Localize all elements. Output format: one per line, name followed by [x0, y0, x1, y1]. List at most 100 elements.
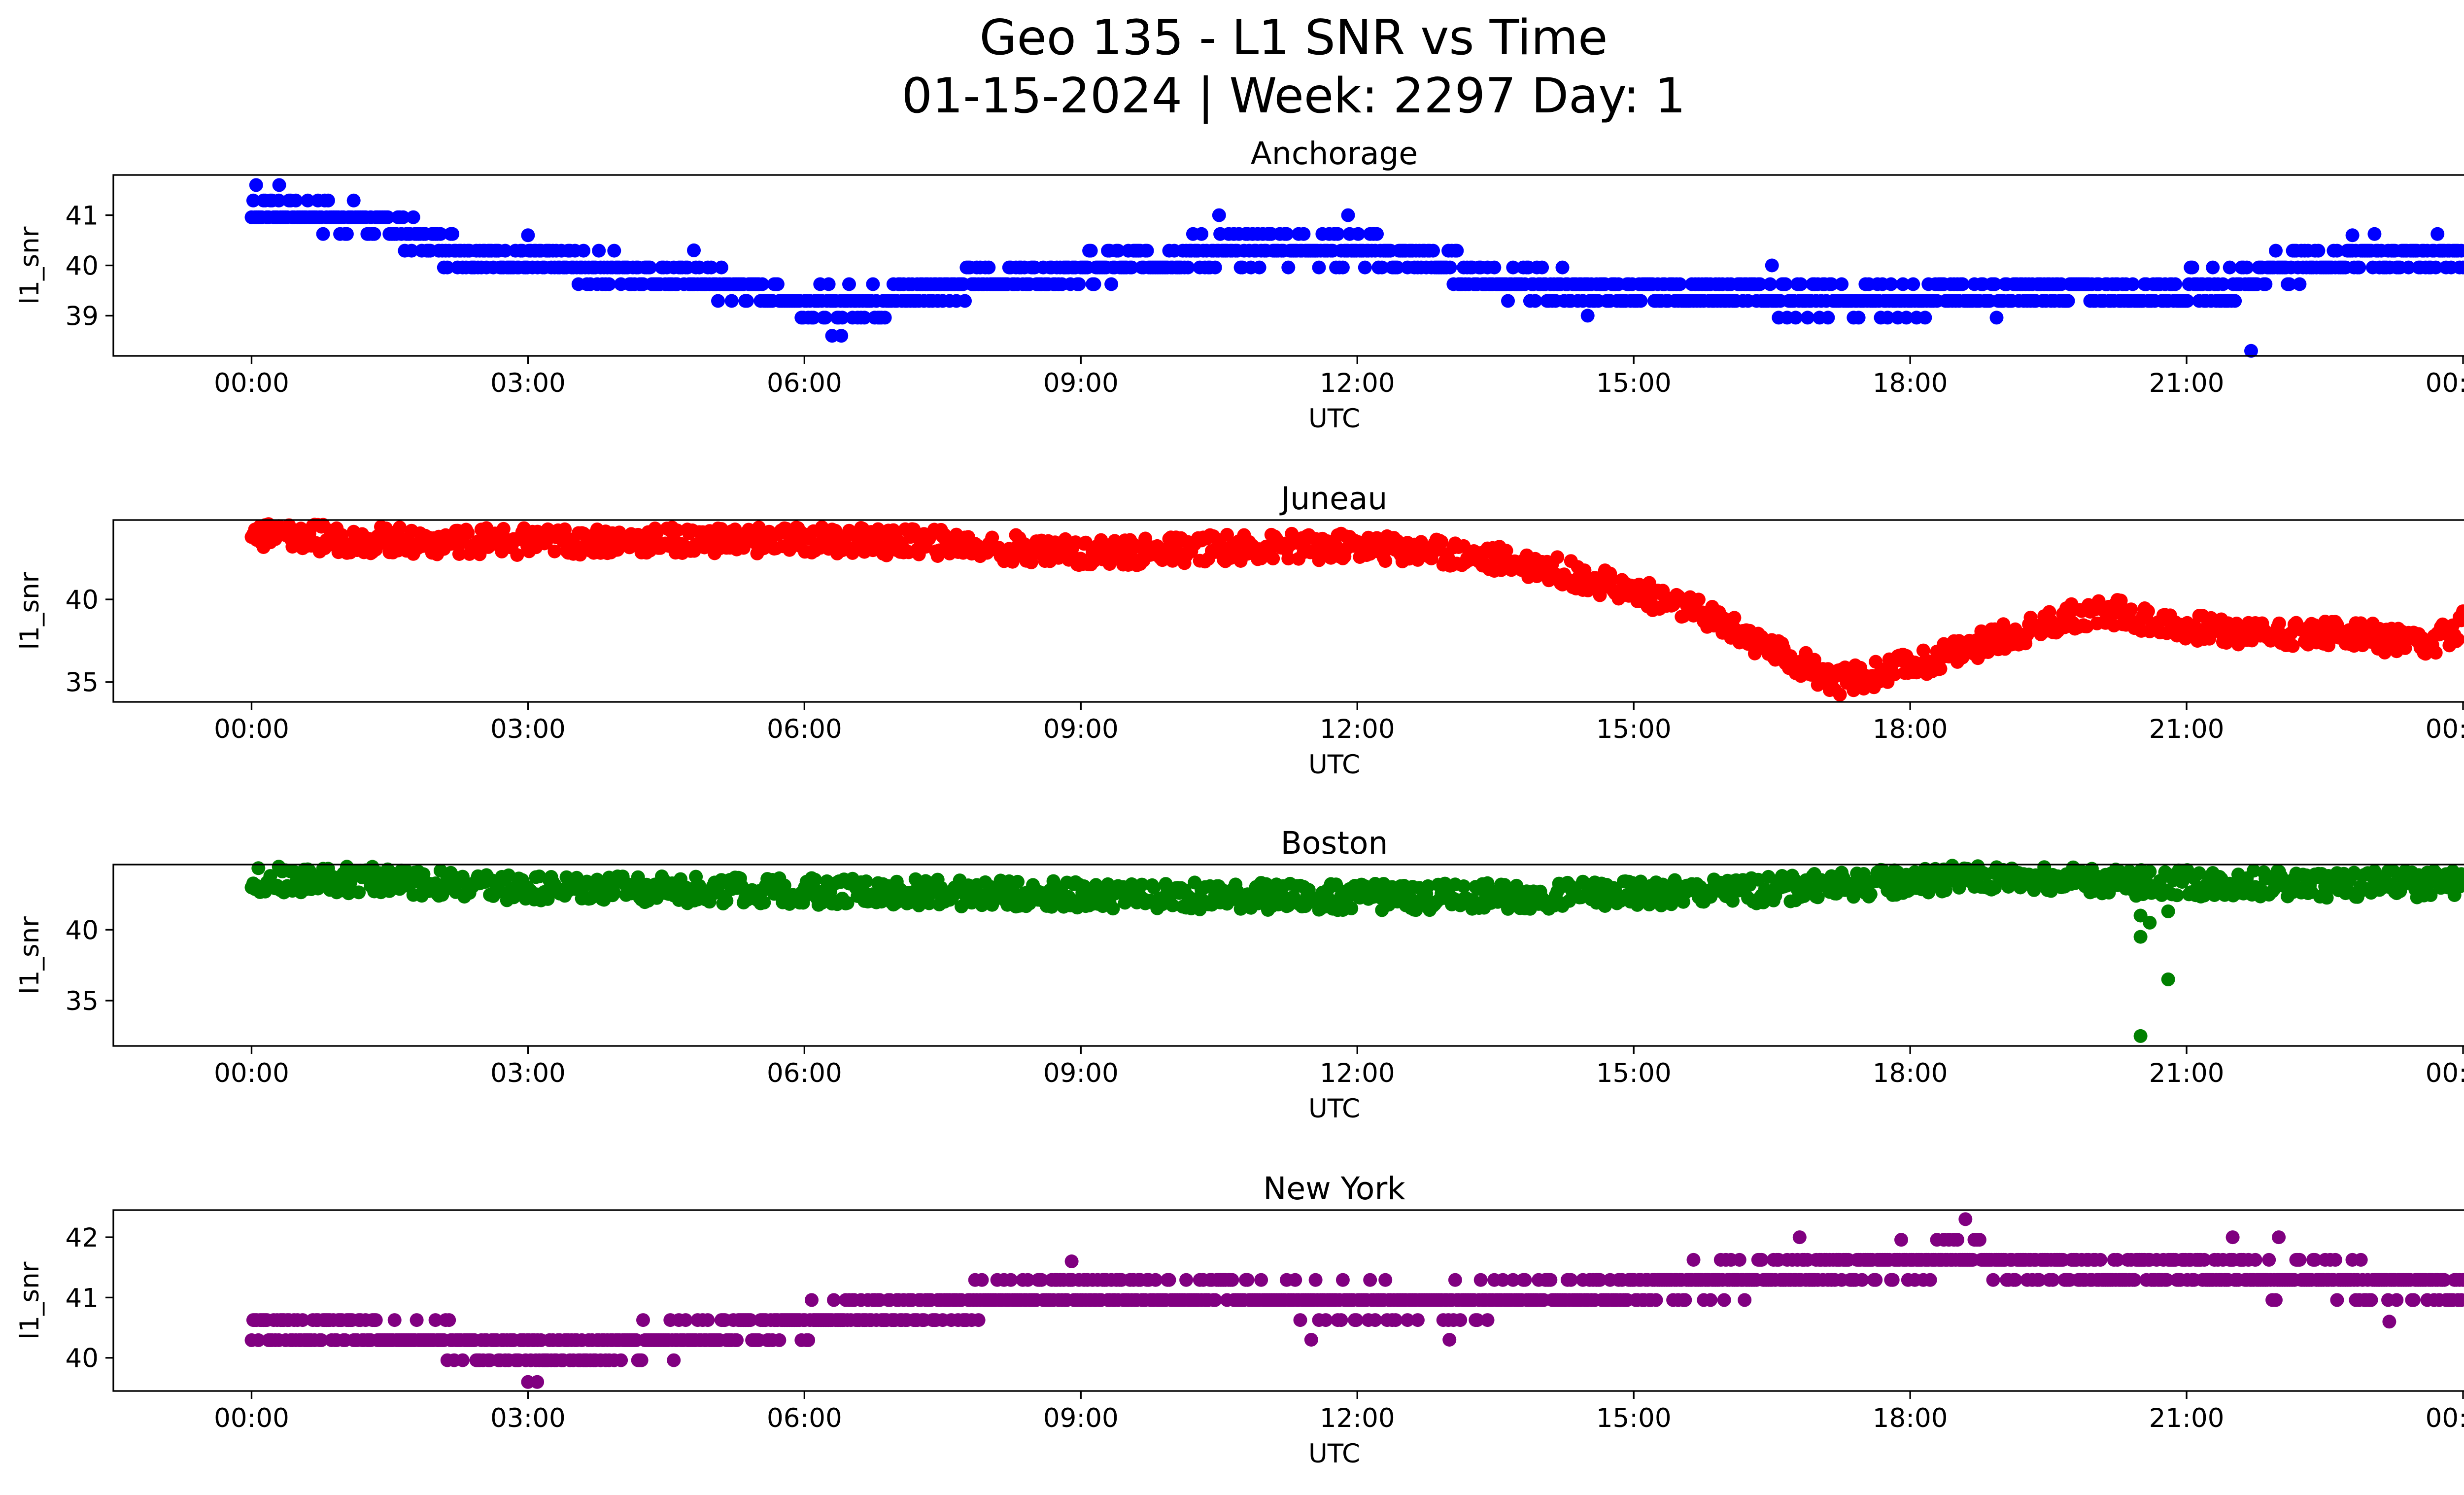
y-axis-label: l1_snr [15, 916, 45, 994]
data-point [2293, 277, 2307, 291]
data-point [1266, 552, 1280, 566]
data-point [1794, 277, 1808, 291]
data-point [1363, 1273, 1377, 1287]
x-tick-label: 21:00 [2149, 368, 2224, 398]
data-point [818, 311, 832, 325]
data-point [2401, 260, 2416, 275]
x-tick-label: 09:00 [1043, 714, 1119, 744]
data-point [1528, 294, 1542, 308]
data-point [272, 193, 286, 208]
data-point [2185, 260, 2199, 275]
data-point [1788, 311, 1803, 325]
data-point [1738, 1293, 1752, 1307]
data-point [2330, 243, 2344, 258]
x-tick-label: 06:00 [767, 1058, 842, 1088]
data-point [2352, 260, 2366, 275]
subplot-title: Boston [1281, 825, 1388, 861]
data-point [387, 1313, 402, 1327]
data-point [975, 1273, 989, 1287]
data-point [2143, 865, 2157, 879]
data-point [2269, 243, 2283, 258]
data-point [1518, 1273, 1532, 1287]
data-point [335, 528, 349, 542]
data-point [1390, 260, 1404, 275]
data-point [1104, 277, 1119, 291]
data-point-outlier [1212, 208, 1226, 222]
data-point [1358, 260, 1372, 275]
data-point-outlier [2133, 1029, 2148, 1043]
data-point [2311, 243, 2326, 258]
data-points [244, 517, 2464, 702]
x-tick-label: 00:00 [214, 368, 289, 398]
data-point [1079, 535, 1093, 550]
data-point [1555, 260, 1570, 275]
x-tick-label: 03:00 [490, 1058, 566, 1088]
x-tick-label: 21:00 [2149, 1058, 2224, 1088]
data-point [711, 294, 725, 308]
data-point [1732, 1252, 1746, 1267]
data-point [1453, 1313, 1468, 1327]
data-point [1281, 260, 1296, 275]
y-tick-label: 40 [66, 251, 99, 281]
subplot-title: Juneau [1279, 481, 1388, 517]
data-point [1293, 1313, 1307, 1327]
data-point [636, 1313, 650, 1327]
data-point [1351, 227, 1365, 241]
data-point-outlier [2161, 972, 2175, 986]
data-point [1835, 277, 1849, 291]
data-point [1988, 277, 2002, 291]
data-point [1140, 243, 1154, 258]
data-point [455, 1353, 470, 1367]
data-point [1319, 1313, 1333, 1327]
data-point [461, 526, 475, 540]
data-point [958, 294, 972, 308]
x-tick-label: 00:00 [2426, 714, 2464, 744]
data-point [2456, 260, 2464, 275]
x-tick-label: 18:00 [1873, 368, 1948, 398]
data-point [1125, 260, 1139, 275]
data-point-outlier [687, 243, 701, 257]
data-point-outlier [1765, 258, 1779, 273]
x-tick-label: 15:00 [1596, 714, 1672, 744]
data-point [1208, 260, 1222, 275]
x-tick-label: 09:00 [1043, 368, 1119, 398]
data-point [2124, 602, 2138, 617]
x-tick-label: 12:00 [1320, 714, 1395, 744]
data-point [1869, 1273, 1883, 1287]
data-point [1084, 243, 1098, 258]
data-point [2125, 277, 2140, 291]
data-point [2272, 616, 2286, 630]
data-point-outlier [249, 178, 263, 192]
data-point [2240, 260, 2254, 275]
data-point [1329, 539, 1343, 553]
data-point [1933, 661, 1948, 676]
data-point [1884, 277, 1898, 291]
x-tick-label: 03:00 [490, 368, 566, 398]
data-point [1179, 1273, 1194, 1287]
data-points [244, 178, 2464, 358]
data-point-outlier [834, 329, 849, 343]
figure-title: Geo 135 - L1 SNR vs Time [980, 10, 1608, 66]
data-point [770, 277, 785, 291]
data-point [1487, 260, 1502, 275]
data-point [801, 1333, 816, 1347]
data-point [1676, 609, 1690, 624]
data-point [1368, 1313, 1382, 1327]
data-point [730, 1333, 744, 1347]
data-point [367, 227, 381, 241]
data-point [1717, 1293, 1731, 1307]
data-point [321, 193, 335, 208]
data-point [2454, 243, 2464, 258]
data-points [244, 1212, 2464, 1389]
y-axis-label: l1_snr [15, 572, 45, 650]
data-point [1162, 1273, 1176, 1287]
data-point [433, 227, 447, 241]
data-point [246, 193, 260, 208]
data-point [1564, 1273, 1578, 1287]
data-point [1181, 260, 1195, 275]
data-point [1378, 1273, 1393, 1287]
data-point-outlier [1341, 208, 1355, 222]
data-point [1704, 1293, 1718, 1307]
